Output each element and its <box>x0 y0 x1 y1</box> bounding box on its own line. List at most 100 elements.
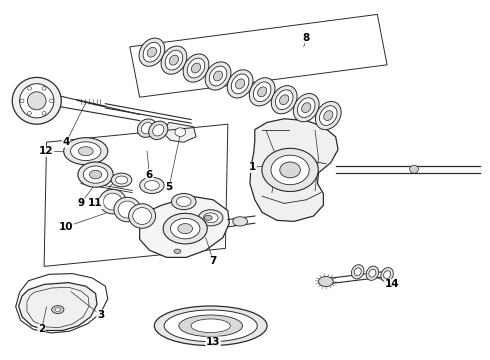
Ellipse shape <box>249 78 275 106</box>
Ellipse shape <box>153 125 164 136</box>
Ellipse shape <box>116 176 127 184</box>
Ellipse shape <box>258 87 267 97</box>
Ellipse shape <box>163 213 207 244</box>
Ellipse shape <box>89 170 102 179</box>
Ellipse shape <box>165 50 183 70</box>
Text: 5: 5 <box>166 182 172 192</box>
Ellipse shape <box>176 197 191 207</box>
Ellipse shape <box>205 62 231 90</box>
Ellipse shape <box>174 249 181 253</box>
Ellipse shape <box>302 103 311 113</box>
Ellipse shape <box>154 306 267 346</box>
Ellipse shape <box>179 315 243 337</box>
Ellipse shape <box>12 77 61 124</box>
Ellipse shape <box>171 218 200 239</box>
Text: 7: 7 <box>209 256 217 266</box>
Ellipse shape <box>369 269 376 277</box>
Ellipse shape <box>214 71 222 81</box>
Ellipse shape <box>316 102 341 130</box>
Ellipse shape <box>271 86 297 114</box>
Ellipse shape <box>209 66 227 86</box>
Ellipse shape <box>27 112 31 115</box>
Text: 1: 1 <box>249 162 256 172</box>
Ellipse shape <box>111 173 132 187</box>
Ellipse shape <box>178 224 193 234</box>
Ellipse shape <box>410 165 418 173</box>
Ellipse shape <box>280 162 300 178</box>
Polygon shape <box>19 283 97 330</box>
Ellipse shape <box>204 215 212 220</box>
Text: 9: 9 <box>77 198 84 208</box>
Polygon shape <box>250 119 338 221</box>
Text: 12: 12 <box>39 146 54 156</box>
Ellipse shape <box>271 155 309 185</box>
Text: 14: 14 <box>385 279 399 289</box>
Ellipse shape <box>203 213 218 222</box>
Ellipse shape <box>187 58 205 78</box>
Ellipse shape <box>354 268 361 276</box>
Ellipse shape <box>139 38 165 66</box>
Ellipse shape <box>381 267 393 282</box>
Ellipse shape <box>175 128 186 136</box>
Text: 4: 4 <box>62 137 70 147</box>
Ellipse shape <box>20 84 54 118</box>
Ellipse shape <box>78 147 93 156</box>
Ellipse shape <box>42 112 46 115</box>
Ellipse shape <box>42 86 46 90</box>
Ellipse shape <box>148 121 168 140</box>
Ellipse shape <box>114 197 141 222</box>
Ellipse shape <box>192 63 200 73</box>
Ellipse shape <box>49 99 53 103</box>
Ellipse shape <box>318 276 333 287</box>
Ellipse shape <box>297 98 315 117</box>
Ellipse shape <box>128 204 155 228</box>
Ellipse shape <box>231 74 249 94</box>
Ellipse shape <box>294 94 319 122</box>
Ellipse shape <box>78 162 113 187</box>
Ellipse shape <box>83 166 108 183</box>
Ellipse shape <box>253 82 271 102</box>
Ellipse shape <box>280 95 289 105</box>
Ellipse shape <box>161 46 187 74</box>
Ellipse shape <box>172 194 196 210</box>
Polygon shape <box>164 122 196 142</box>
Ellipse shape <box>227 70 253 98</box>
Ellipse shape <box>133 207 151 225</box>
Ellipse shape <box>64 138 108 165</box>
Ellipse shape <box>191 319 230 333</box>
Ellipse shape <box>147 47 156 57</box>
Ellipse shape <box>384 271 391 279</box>
Ellipse shape <box>71 142 101 161</box>
Ellipse shape <box>262 148 318 192</box>
Ellipse shape <box>170 55 178 65</box>
Ellipse shape <box>324 111 333 121</box>
Ellipse shape <box>137 119 157 138</box>
Ellipse shape <box>236 79 245 89</box>
Ellipse shape <box>142 122 152 134</box>
Text: 8: 8 <box>303 33 310 43</box>
Text: 6: 6 <box>146 170 153 180</box>
Ellipse shape <box>164 310 257 342</box>
Ellipse shape <box>275 90 293 109</box>
Ellipse shape <box>233 217 247 226</box>
Text: 11: 11 <box>88 198 103 208</box>
Polygon shape <box>140 196 229 257</box>
Text: 13: 13 <box>206 337 220 347</box>
Ellipse shape <box>27 92 46 110</box>
Ellipse shape <box>145 181 159 190</box>
Ellipse shape <box>51 306 64 314</box>
Ellipse shape <box>55 308 61 311</box>
Ellipse shape <box>99 189 126 214</box>
Ellipse shape <box>103 193 122 210</box>
Ellipse shape <box>366 266 379 280</box>
Text: 2: 2 <box>38 324 45 334</box>
Ellipse shape <box>27 86 31 90</box>
Ellipse shape <box>198 210 223 226</box>
Ellipse shape <box>118 201 137 218</box>
Ellipse shape <box>183 54 209 82</box>
Text: 10: 10 <box>59 222 74 232</box>
Ellipse shape <box>143 42 161 62</box>
Ellipse shape <box>351 265 364 279</box>
Ellipse shape <box>319 106 337 125</box>
Ellipse shape <box>20 99 24 103</box>
